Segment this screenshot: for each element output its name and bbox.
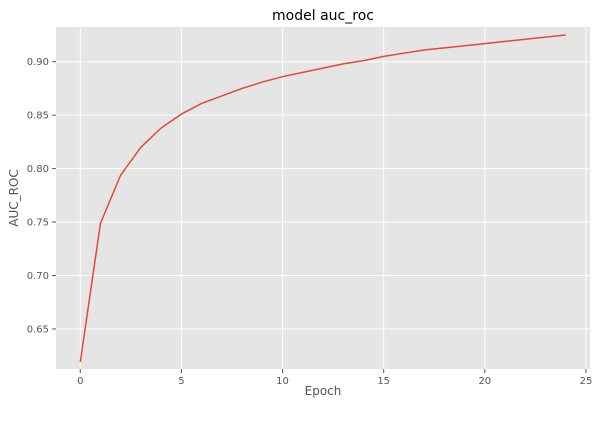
data-point [201, 102, 203, 104]
data-point [423, 49, 425, 51]
plot-area [56, 27, 590, 369]
data-point [443, 47, 445, 49]
y-tick-label: 0.90 [27, 57, 49, 68]
y-tick-label: 0.70 [27, 271, 49, 282]
x-axis-ticks: 0 5 10 15 20 25 [77, 369, 592, 387]
data-point [484, 43, 486, 45]
x-tick-label: 10 [276, 376, 289, 387]
data-point [302, 71, 304, 73]
y-axis-ticks: 0.65 0.70 0.75 0.80 0.85 0.90 [27, 57, 56, 335]
data-point [504, 40, 506, 42]
data-point [342, 63, 344, 65]
data-point [282, 76, 284, 78]
y-axis-label: AUC_ROC [7, 169, 21, 227]
data-point [221, 95, 223, 97]
data-point [362, 60, 364, 62]
data-point [100, 222, 102, 224]
data-point [524, 38, 526, 40]
series-line [79, 34, 566, 363]
series-group [79, 34, 566, 363]
x-tick-label: 20 [478, 376, 491, 387]
data-point [140, 146, 142, 148]
x-axis-label: Epoch [305, 384, 342, 398]
y-tick-label: 0.85 [27, 111, 49, 122]
data-point [241, 87, 243, 89]
x-tick-label: 15 [377, 376, 390, 387]
data-point [322, 67, 324, 69]
data-point [79, 361, 81, 363]
data-point [160, 127, 162, 129]
chart-title: model auc_roc [272, 8, 374, 24]
x-tick-label: 0 [77, 376, 83, 387]
data-point [403, 52, 405, 54]
x-tick-label: 25 [580, 376, 593, 387]
data-point [261, 81, 263, 83]
y-tick-label: 0.80 [27, 164, 49, 175]
data-point [464, 45, 466, 47]
data-point [545, 36, 547, 38]
data-point [120, 174, 122, 176]
y-tick-label: 0.65 [27, 324, 49, 335]
y-tick-label: 0.75 [27, 218, 49, 229]
x-tick-label: 5 [178, 376, 184, 387]
data-point [180, 113, 182, 115]
data-point [383, 55, 385, 57]
data-point [565, 34, 567, 36]
gridlines [56, 27, 590, 369]
